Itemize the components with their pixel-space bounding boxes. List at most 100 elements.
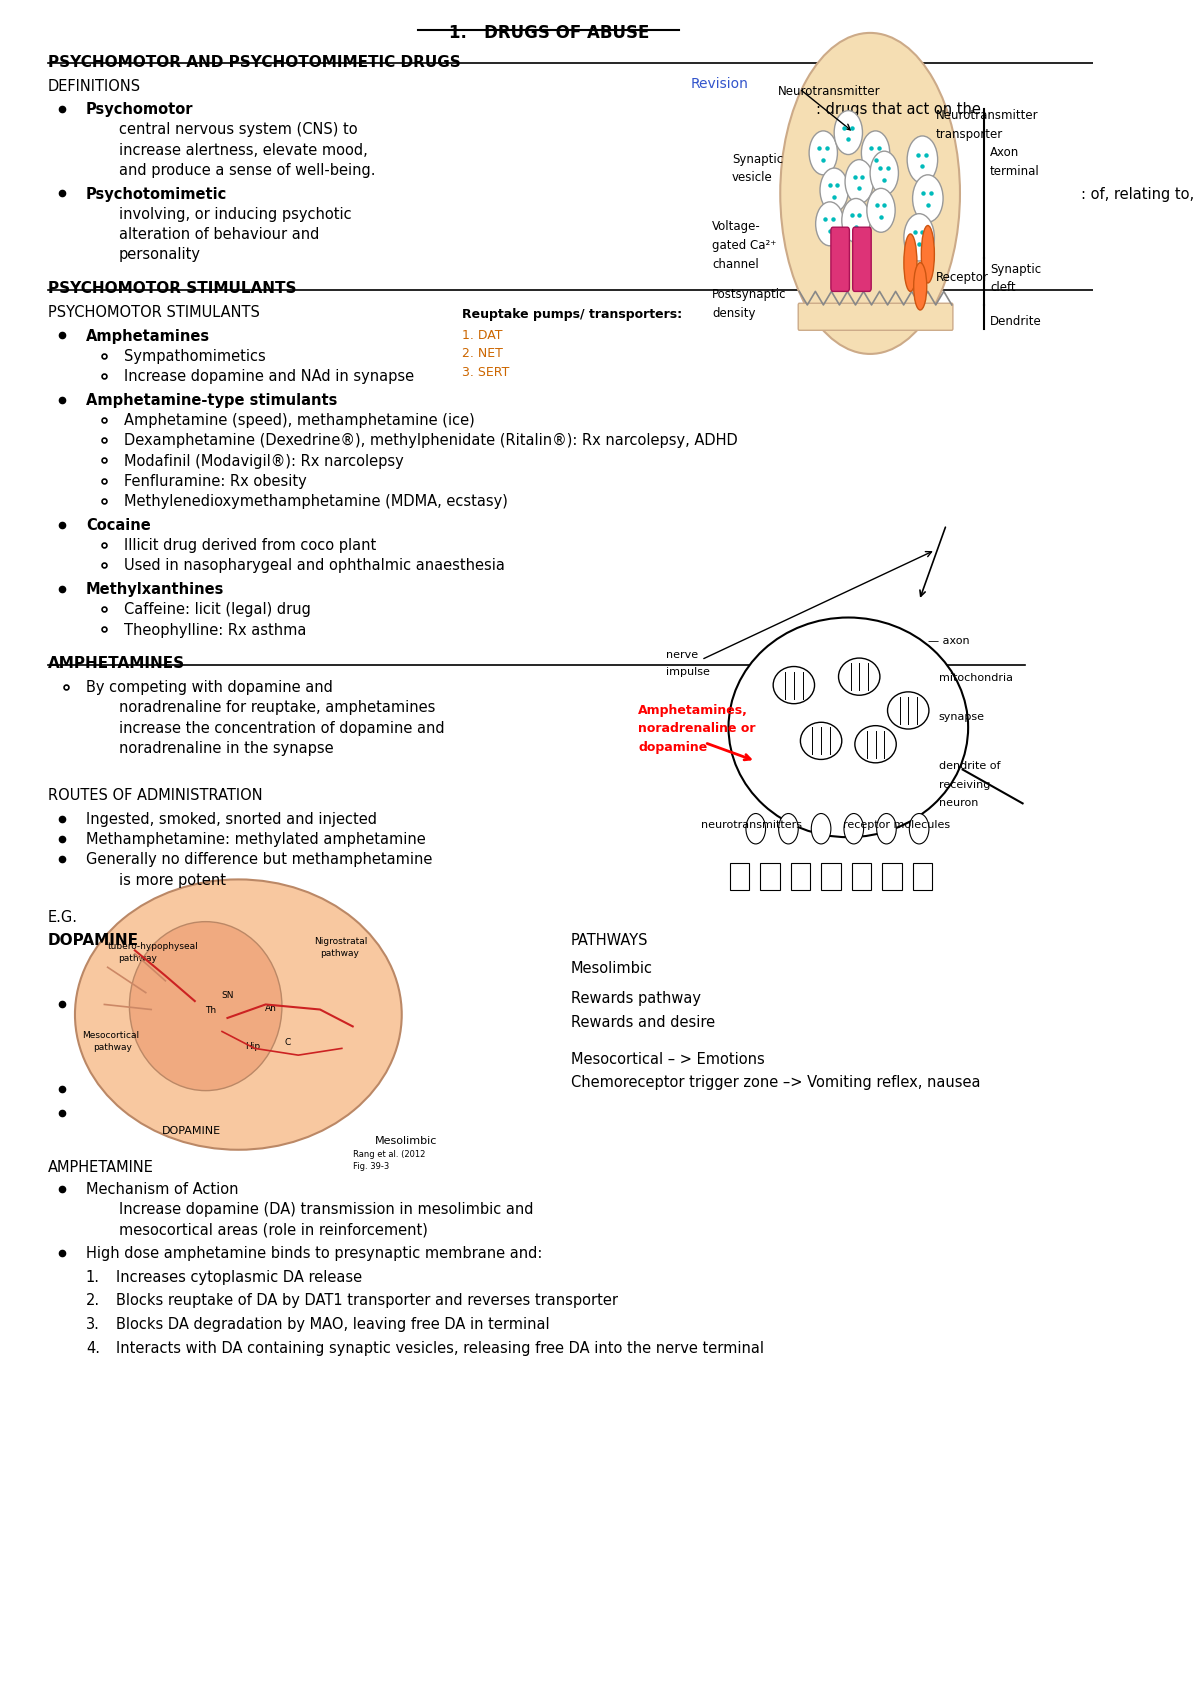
Ellipse shape (780, 32, 960, 353)
Text: Mesocortical – > Emotions: Mesocortical – > Emotions (570, 1051, 764, 1066)
Text: Cocaine: Cocaine (86, 518, 151, 533)
Text: PATHWAYS: PATHWAYS (570, 934, 648, 949)
Ellipse shape (904, 234, 917, 292)
Circle shape (811, 813, 830, 844)
Text: : drugs that act on the: : drugs that act on the (816, 102, 980, 117)
Text: E.G.: E.G. (48, 910, 78, 925)
Text: 3.: 3. (86, 1318, 100, 1331)
Text: Psychomotor: Psychomotor (86, 102, 193, 117)
Text: Receptor: Receptor (936, 272, 989, 284)
Text: Chemoreceptor trigger zone –> Vomiting reflex, nausea: Chemoreceptor trigger zone –> Vomiting r… (570, 1075, 980, 1090)
Text: involving, or inducing psychotic: involving, or inducing psychotic (119, 207, 352, 222)
Text: Revision: Revision (690, 76, 749, 90)
Text: DOPAMINE: DOPAMINE (162, 1126, 221, 1136)
Text: Neurotransmitter: Neurotransmitter (778, 85, 880, 98)
Text: Dendrite: Dendrite (990, 316, 1042, 328)
Text: AMPHETAMINE: AMPHETAMINE (48, 1160, 154, 1175)
Text: channel: channel (712, 258, 758, 270)
Text: 3. SERT: 3. SERT (462, 365, 509, 379)
Text: Rang et al. (2012: Rang et al. (2012 (353, 1150, 425, 1158)
Text: 1.   DRUGS OF ABUSE: 1. DRUGS OF ABUSE (449, 24, 649, 42)
Text: Reuptake pumps/ transporters:: Reuptake pumps/ transporters: (462, 309, 682, 321)
Text: Methylenedioxymethamphetamine (MDMA, ecstasy): Methylenedioxymethamphetamine (MDMA, ecs… (124, 494, 508, 509)
Circle shape (779, 813, 798, 844)
Text: Increase dopamine and NAd in synapse: Increase dopamine and NAd in synapse (124, 368, 414, 384)
Text: receiving: receiving (938, 779, 990, 790)
Text: Methamphetamine: methylated amphetamine: Methamphetamine: methylated amphetamine (86, 832, 426, 847)
Circle shape (841, 199, 870, 243)
Text: noradrenaline in the synapse: noradrenaline in the synapse (119, 740, 334, 756)
Text: personality: personality (119, 248, 200, 263)
Text: Amphetamine-type stimulants: Amphetamine-type stimulants (86, 392, 337, 408)
Text: synapse: synapse (938, 711, 985, 722)
Text: 4.: 4. (86, 1341, 100, 1355)
Circle shape (746, 813, 766, 844)
Ellipse shape (854, 725, 896, 762)
Text: increase alertness, elevate mood,: increase alertness, elevate mood, (119, 143, 367, 158)
Text: C: C (284, 1037, 290, 1048)
Text: AMPHETAMINES: AMPHETAMINES (48, 657, 185, 671)
Circle shape (866, 188, 895, 233)
Text: neurotransmitters: neurotransmitters (701, 820, 803, 830)
Text: Modafinil (Modavigil®): Rx narcolepsy: Modafinil (Modavigil®): Rx narcolepsy (124, 453, 403, 469)
Text: 2.: 2. (86, 1294, 100, 1309)
Text: Amphetamines: Amphetamines (86, 329, 210, 343)
Text: PSYCHOMOTOR STIMULANTS: PSYCHOMOTOR STIMULANTS (48, 306, 259, 319)
FancyBboxPatch shape (853, 228, 871, 292)
Text: Mechanism of Action: Mechanism of Action (86, 1182, 239, 1197)
Text: and produce a sense of well-being.: and produce a sense of well-being. (119, 163, 376, 178)
Circle shape (870, 151, 899, 195)
Text: Nigrostratal: Nigrostratal (314, 937, 368, 946)
Circle shape (862, 131, 889, 175)
Text: transporter: transporter (936, 127, 1003, 141)
Bar (852, 863, 871, 890)
Circle shape (904, 214, 935, 261)
Text: Used in nasopharygeal and ophthalmic anaesthesia: Used in nasopharygeal and ophthalmic ana… (124, 559, 505, 574)
Text: impulse: impulse (666, 667, 710, 676)
Text: Hip: Hip (245, 1041, 260, 1051)
Text: mesocortical areas (role in reinforcement): mesocortical areas (role in reinforcemen… (119, 1223, 427, 1238)
Text: Mesocortical: Mesocortical (83, 1031, 139, 1041)
Ellipse shape (728, 618, 968, 837)
Text: : of, relating to,: : of, relating to, (1081, 187, 1194, 202)
Text: pathway: pathway (119, 954, 157, 963)
Bar (760, 863, 780, 890)
Text: Methylxanthines: Methylxanthines (86, 582, 224, 598)
Bar (821, 863, 841, 890)
Ellipse shape (130, 922, 282, 1090)
Text: Mesolimbic: Mesolimbic (374, 1136, 437, 1146)
Ellipse shape (913, 263, 926, 311)
Text: Ingested, smoked, snorted and injected: Ingested, smoked, snorted and injected (86, 812, 377, 827)
Text: neuron: neuron (938, 798, 978, 808)
Text: Voltage-: Voltage- (712, 221, 761, 233)
Text: DOPAMINE: DOPAMINE (48, 934, 139, 949)
Text: Sympathomimetics: Sympathomimetics (124, 348, 265, 363)
Circle shape (877, 813, 896, 844)
Text: Increase dopamine (DA) transmission in mesolimbic and: Increase dopamine (DA) transmission in m… (119, 1202, 533, 1217)
Text: Interacts with DA containing synaptic vesicles, releasing free DA into the nerve: Interacts with DA containing synaptic ve… (116, 1341, 764, 1355)
Text: density: density (712, 307, 756, 319)
Text: receptor molecules: receptor molecules (842, 820, 950, 830)
Text: Neurotransmitter: Neurotransmitter (936, 109, 1038, 122)
Circle shape (809, 131, 838, 175)
Text: Synaptic: Synaptic (990, 263, 1042, 275)
Bar (730, 863, 749, 890)
Text: Rewards and desire: Rewards and desire (570, 1015, 715, 1029)
Text: increase the concentration of dopamine and: increase the concentration of dopamine a… (119, 720, 444, 735)
Text: Fenfluramine: Rx obesity: Fenfluramine: Rx obesity (124, 474, 307, 489)
Text: Caffeine: licit (legal) drug: Caffeine: licit (legal) drug (124, 603, 311, 618)
Text: PSYCHOMOTOR STIMULANTS: PSYCHOMOTOR STIMULANTS (48, 282, 296, 295)
Text: By competing with dopamine and: By competing with dopamine and (86, 679, 332, 694)
Text: High dose amphetamine binds to presynaptic membrane and:: High dose amphetamine binds to presynapt… (86, 1246, 542, 1262)
Text: mitochondria: mitochondria (938, 674, 1013, 683)
Text: Rewards pathway: Rewards pathway (570, 992, 701, 1005)
Text: Generally no difference but methamphetamine: Generally no difference but methamphetam… (86, 852, 432, 868)
FancyBboxPatch shape (798, 304, 953, 331)
Text: central nervous system (CNS) to: central nervous system (CNS) to (119, 122, 358, 138)
Text: An: An (265, 1005, 277, 1014)
Text: DEFINITIONS: DEFINITIONS (48, 78, 140, 93)
Text: pathway: pathway (94, 1043, 132, 1053)
Ellipse shape (922, 226, 935, 284)
Text: gated Ca²⁺: gated Ca²⁺ (712, 239, 776, 251)
Text: PSYCHOMOTOR AND PSYCHOTOMIMETIC DRUGS: PSYCHOMOTOR AND PSYCHOTOMIMETIC DRUGS (48, 54, 461, 70)
